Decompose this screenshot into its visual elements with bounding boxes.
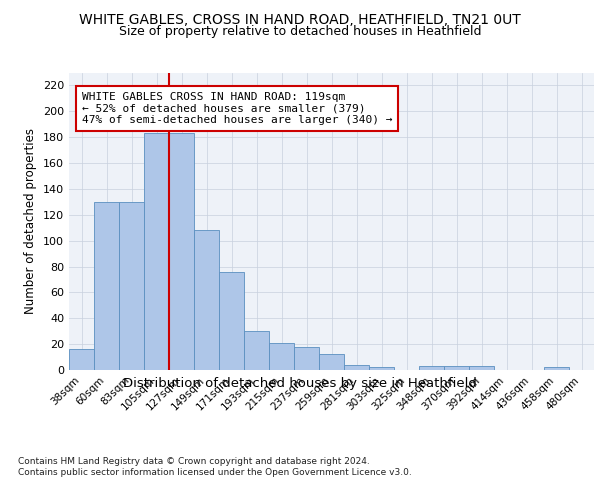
Bar: [319, 354, 344, 370]
Text: WHITE GABLES CROSS IN HAND ROAD: 119sqm
← 52% of detached houses are smaller (37: WHITE GABLES CROSS IN HAND ROAD: 119sqm …: [82, 92, 392, 125]
Bar: [469, 366, 494, 370]
Bar: [419, 366, 444, 370]
Text: Contains HM Land Registry data © Crown copyright and database right 2024.
Contai: Contains HM Land Registry data © Crown c…: [18, 458, 412, 477]
Bar: [94, 202, 119, 370]
Bar: [169, 134, 194, 370]
Text: Size of property relative to detached houses in Heathfield: Size of property relative to detached ho…: [119, 24, 481, 38]
Bar: [69, 350, 94, 370]
Bar: [369, 368, 394, 370]
Bar: [444, 366, 469, 370]
Bar: [219, 272, 244, 370]
Bar: [144, 134, 169, 370]
Bar: [544, 368, 569, 370]
Bar: [269, 343, 294, 370]
Y-axis label: Number of detached properties: Number of detached properties: [25, 128, 37, 314]
Bar: [344, 365, 369, 370]
Bar: [194, 230, 219, 370]
Text: WHITE GABLES, CROSS IN HAND ROAD, HEATHFIELD, TN21 0UT: WHITE GABLES, CROSS IN HAND ROAD, HEATHF…: [79, 12, 521, 26]
Bar: [244, 331, 269, 370]
Bar: [119, 202, 144, 370]
Text: Distribution of detached houses by size in Heathfield: Distribution of detached houses by size …: [123, 378, 477, 390]
Bar: [294, 346, 319, 370]
